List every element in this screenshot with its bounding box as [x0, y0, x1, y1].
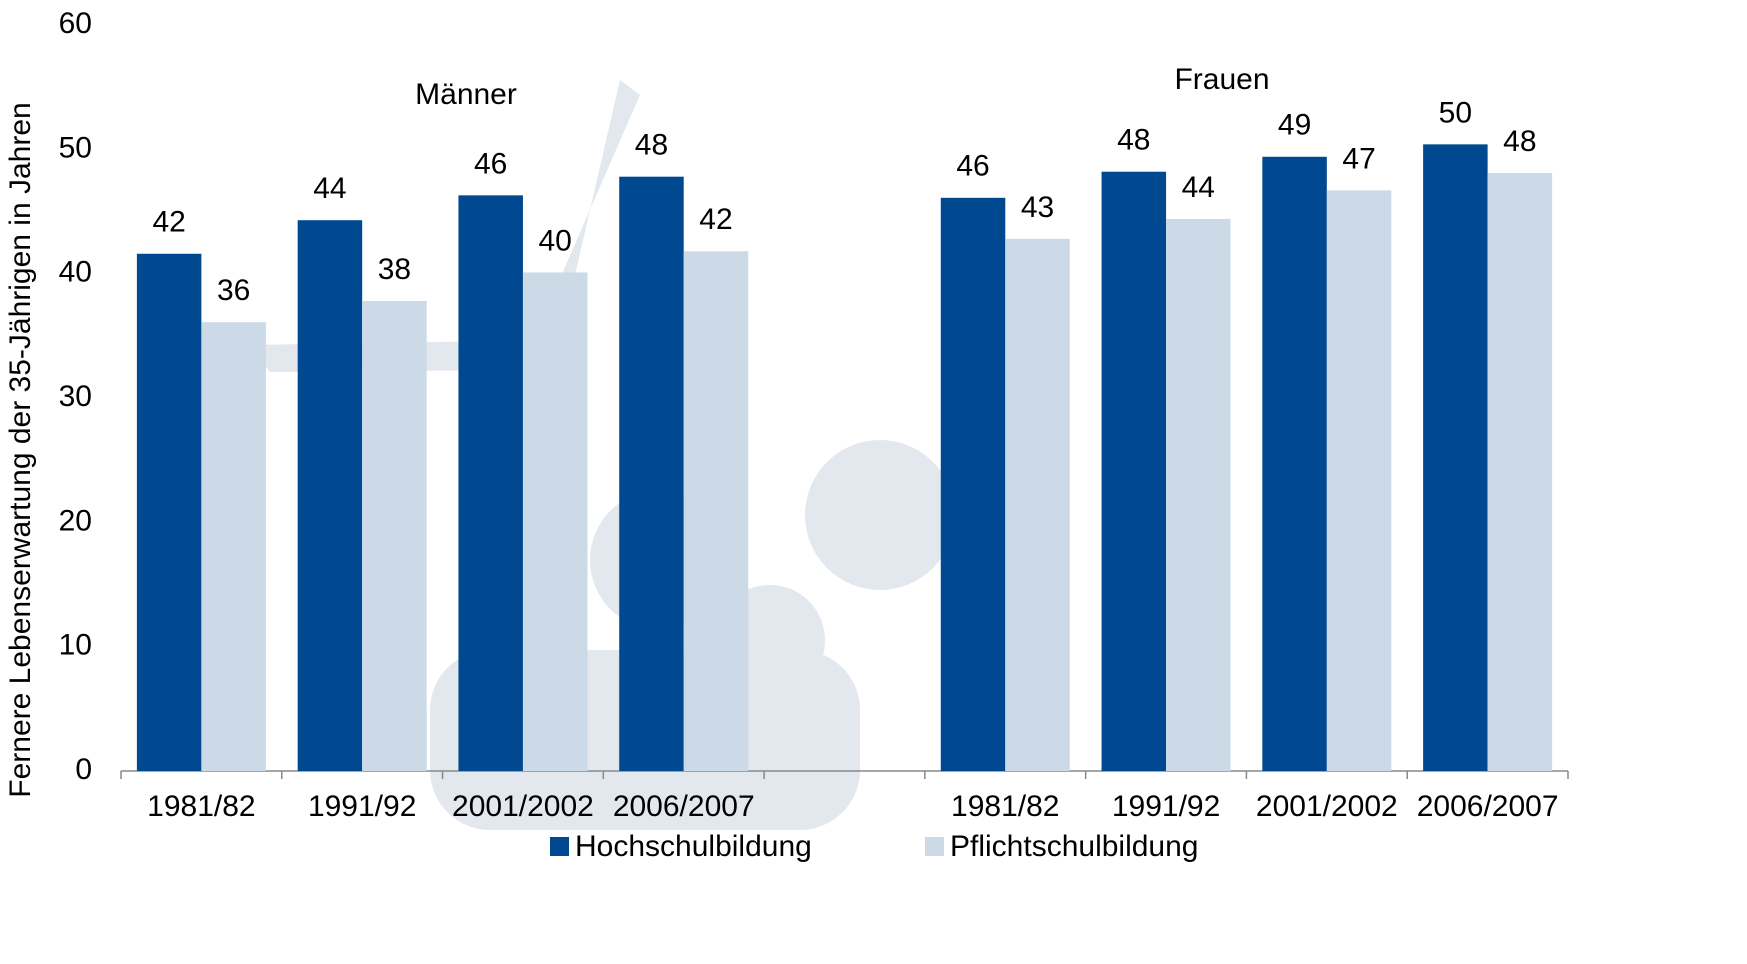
- legend-swatch: [550, 837, 569, 856]
- value-label: 36: [217, 274, 250, 307]
- y-tick-label: 30: [59, 380, 92, 413]
- bar: [1327, 190, 1392, 771]
- value-label: 48: [1117, 124, 1150, 157]
- x-tick-label: 2006/2007: [1417, 790, 1559, 823]
- bar: [1166, 219, 1231, 771]
- value-label: 48: [635, 129, 668, 162]
- value-label: 40: [539, 224, 572, 257]
- x-tick-label: 2001/2002: [452, 790, 594, 823]
- x-tick-label: 1991/92: [308, 790, 416, 823]
- bar: [201, 322, 266, 771]
- value-label: 44: [313, 172, 346, 205]
- bar: [1102, 172, 1167, 771]
- bar: [298, 220, 363, 771]
- bar: [362, 301, 427, 771]
- watermark-shape: [805, 440, 955, 590]
- y-tick-label: 0: [75, 753, 92, 786]
- y-tick-label: 40: [59, 256, 92, 289]
- value-label: 42: [699, 203, 732, 236]
- x-tick-label: 2006/2007: [613, 790, 755, 823]
- legend-label: Pflichtschulbildung: [950, 830, 1198, 863]
- value-label: 48: [1503, 125, 1536, 158]
- bar: [1423, 144, 1488, 771]
- bar: [1262, 157, 1327, 771]
- annotation: Männer: [415, 78, 517, 111]
- bar: [137, 254, 202, 771]
- legend-label: Hochschulbildung: [575, 830, 812, 863]
- x-tick-label: 1981/82: [147, 790, 255, 823]
- bar: [619, 177, 684, 771]
- value-label: 38: [378, 253, 411, 286]
- bar: [684, 251, 749, 771]
- bar: [941, 198, 1006, 771]
- y-tick-label: 50: [59, 131, 92, 164]
- value-label: 49: [1278, 109, 1311, 142]
- value-label: 50: [1439, 96, 1472, 129]
- y-tick-label: 60: [59, 7, 92, 40]
- legend-swatch: [925, 837, 944, 856]
- y-tick-label: 20: [59, 504, 92, 537]
- value-label: 42: [152, 206, 185, 239]
- value-label: 47: [1342, 142, 1375, 175]
- value-label: 46: [956, 150, 989, 183]
- value-label: 44: [1182, 171, 1215, 204]
- y-axis-label: Fernere Lebenserwartung der 35-Jährigen …: [4, 102, 37, 797]
- y-tick-label: 10: [59, 629, 92, 662]
- x-tick-label: 1981/82: [951, 790, 1059, 823]
- bar: [1488, 173, 1553, 771]
- value-label: 43: [1021, 191, 1054, 224]
- annotation: Frauen: [1174, 63, 1269, 96]
- bar: [1005, 239, 1070, 771]
- bar: [523, 272, 588, 771]
- value-label: 46: [474, 147, 507, 180]
- x-tick-label: 1991/92: [1112, 790, 1220, 823]
- x-tick-label: 2001/2002: [1256, 790, 1398, 823]
- chart: Fernere Lebenserwartung der 35-Jährigen …: [0, 0, 1747, 964]
- bar: [458, 195, 523, 771]
